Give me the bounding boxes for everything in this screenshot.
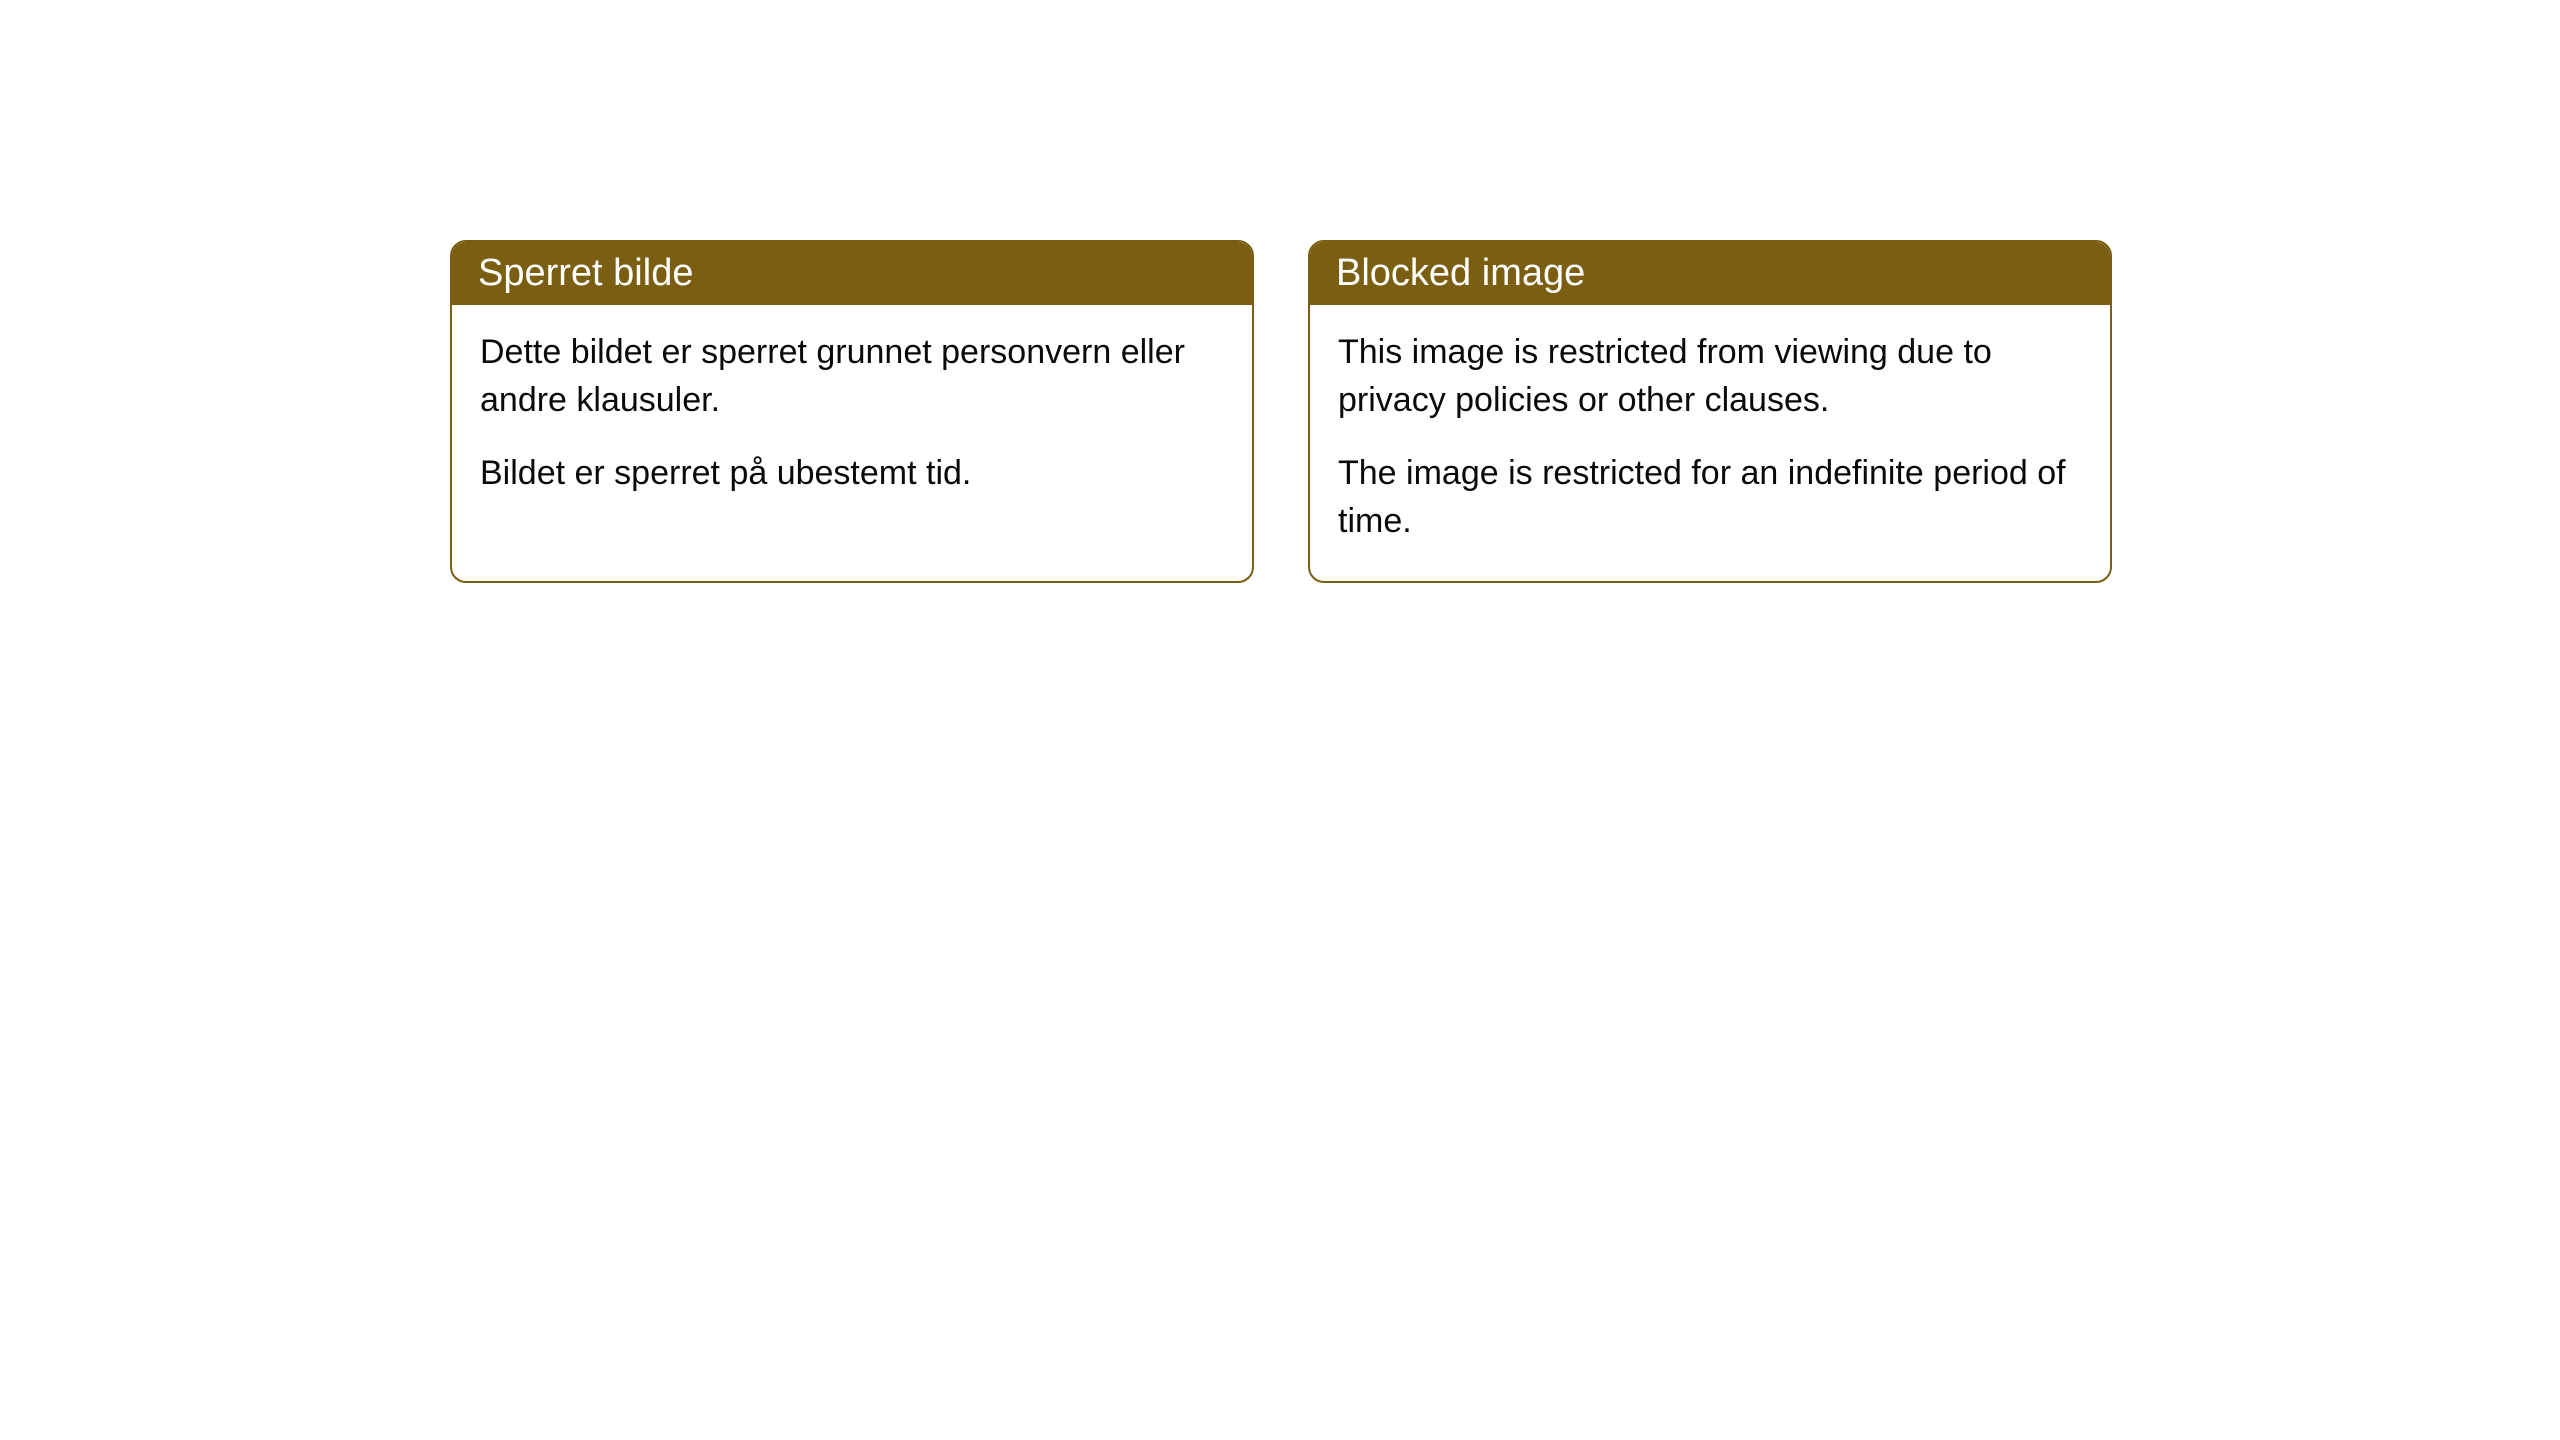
card-title-no: Sperret bilde (452, 242, 1252, 305)
card-paragraph1-en: This image is restricted from viewing du… (1338, 329, 2082, 424)
card-paragraph1-no: Dette bildet er sperret grunnet personve… (480, 329, 1224, 424)
card-body-en: This image is restricted from viewing du… (1310, 305, 2110, 581)
card-paragraph2-en: The image is restricted for an indefinit… (1338, 450, 2082, 545)
notice-cards-container: Sperret bilde Dette bildet er sperret gr… (450, 240, 2112, 583)
card-body-no: Dette bildet er sperret grunnet personve… (452, 305, 1252, 534)
blocked-image-card-no: Sperret bilde Dette bildet er sperret gr… (450, 240, 1254, 583)
card-paragraph2-no: Bildet er sperret på ubestemt tid. (480, 450, 1224, 498)
card-title-en: Blocked image (1310, 242, 2110, 305)
blocked-image-card-en: Blocked image This image is restricted f… (1308, 240, 2112, 583)
